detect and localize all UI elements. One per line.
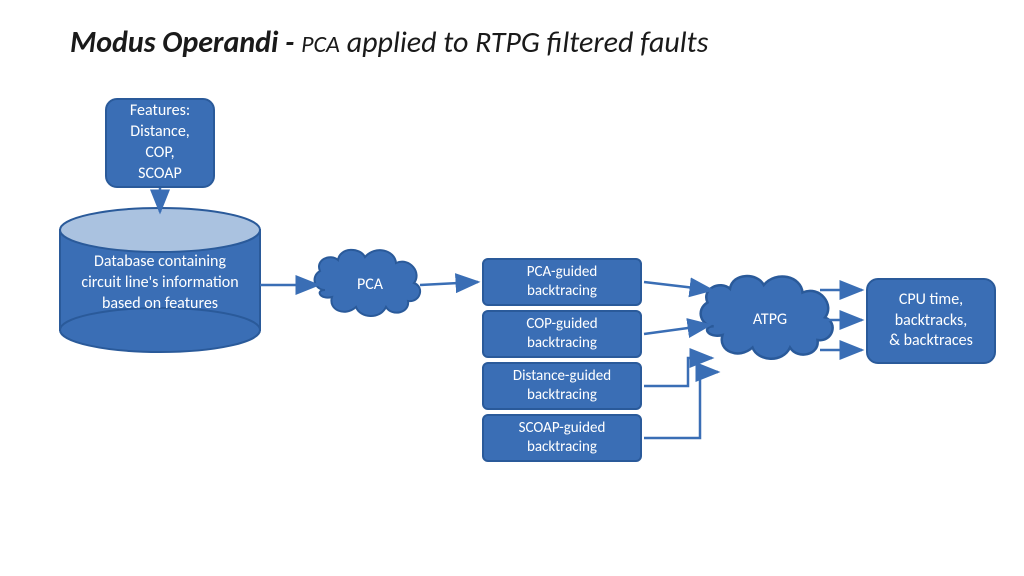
- method-box-1: COP-guidedbacktracing: [482, 310, 642, 358]
- method-box-0: PCA-guidedbacktracing: [482, 258, 642, 306]
- output-box: CPU time,backtracks,& backtraces: [866, 278, 996, 364]
- method-box-2: Distance-guidedbacktracing: [482, 362, 642, 410]
- features-box: Features:Distance,COP,SCOAP: [105, 98, 215, 188]
- pca-cloud-label: PCA: [340, 275, 400, 294]
- atpg-cloud-label: ATPG: [740, 310, 800, 329]
- method-box-3: SCOAP-guidedbacktracing: [482, 414, 642, 462]
- database-label: Database containingcircuit line's inform…: [60, 252, 260, 314]
